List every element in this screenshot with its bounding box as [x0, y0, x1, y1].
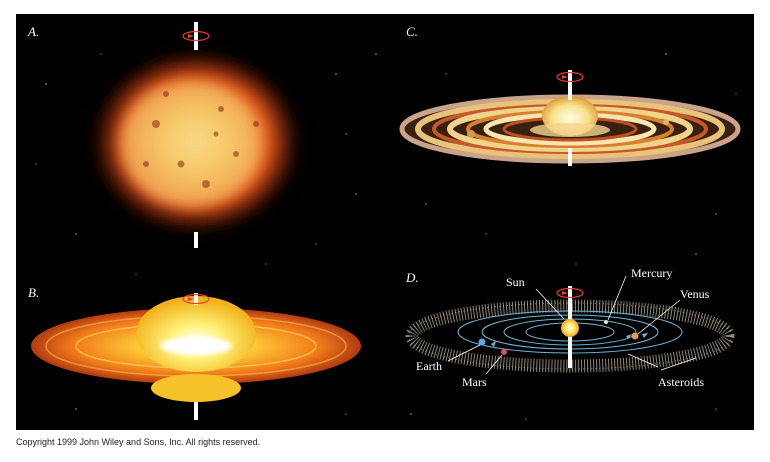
rotation-axis-c-bottom	[568, 148, 572, 166]
solar-system-formation-diagram: A. B. C.	[27, 22, 741, 420]
star-field	[35, 53, 737, 420]
panel-d-solar-system	[405, 275, 735, 375]
panel-c-letter: C.	[406, 24, 418, 39]
panel-a-nebula	[91, 22, 301, 248]
label-sun: Sun	[506, 275, 525, 289]
rotation-axis-d-bottom	[568, 336, 572, 368]
rotation-arrow-c	[556, 71, 584, 83]
label-mercury: Mercury	[631, 266, 672, 280]
rotation-axis-b-bottom	[194, 402, 198, 420]
panel-a-letter: A.	[27, 24, 39, 39]
label-venus: Venus	[680, 287, 710, 301]
rotation-axis-c-top	[568, 70, 572, 100]
rotation-arrow-d	[556, 287, 584, 299]
copyright-notice: Copyright 1999 John Wiley and Sons, Inc.…	[16, 437, 261, 447]
rotation-arrow-b	[182, 293, 210, 305]
earth-planet	[478, 338, 486, 346]
panel-b-disk	[31, 293, 361, 420]
rotation-axis-b-top	[194, 293, 198, 305]
panel-c-rings	[399, 70, 741, 166]
rotation-axis-a-top	[194, 22, 198, 50]
rotation-axis-a-bottom	[194, 232, 198, 248]
venus-planet	[631, 332, 639, 340]
diagram-panel: A. B. C.	[16, 14, 754, 430]
panel-b-letter: B.	[28, 285, 39, 300]
label-asteroids: Asteroids	[658, 375, 704, 389]
label-earth: Earth	[416, 359, 442, 373]
label-mars: Mars	[462, 375, 487, 389]
sun	[561, 319, 579, 337]
panel-d-letter: D.	[405, 270, 419, 285]
rotation-axis-d-top	[568, 286, 572, 324]
rotation-arrow-a	[182, 30, 210, 42]
mercury-planet	[604, 320, 608, 324]
mars-planet	[501, 349, 507, 355]
